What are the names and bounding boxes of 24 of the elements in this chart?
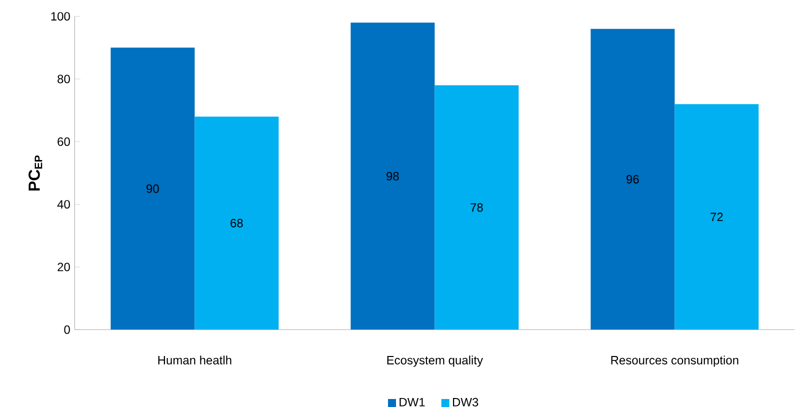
- data-label: 72: [710, 212, 723, 222]
- x-tick-label: Human heatlh: [158, 356, 232, 364]
- data-label: 68: [230, 218, 243, 228]
- bar: [110, 48, 195, 330]
- data-label: 96: [626, 175, 639, 184]
- bar: [350, 22, 435, 330]
- legend-label: DW1: [400, 398, 425, 406]
- data-label: 78: [470, 203, 483, 212]
- y-tick-label: 20: [58, 262, 70, 272]
- x-tick-label: Ecosystem quality: [387, 356, 483, 367]
- y-tick-label: 80: [58, 74, 70, 84]
- bar: [434, 85, 519, 330]
- y-tick-label: 100: [51, 12, 70, 21]
- data-label: 98: [386, 172, 399, 180]
- bar: [194, 116, 279, 330]
- x-tick-label: Resources consumption: [611, 356, 738, 367]
- y-axis-title: PC$_{EP}$: [28, 155, 42, 190]
- y-tick-label: 40: [57, 200, 70, 209]
- bar: [590, 28, 675, 330]
- y-tick-label: 0: [64, 325, 70, 334]
- legend-label: DW3: [452, 398, 478, 406]
- data-label: 90: [146, 184, 159, 193]
- bar: [674, 104, 759, 330]
- y-tick-label: 60: [58, 137, 70, 146]
